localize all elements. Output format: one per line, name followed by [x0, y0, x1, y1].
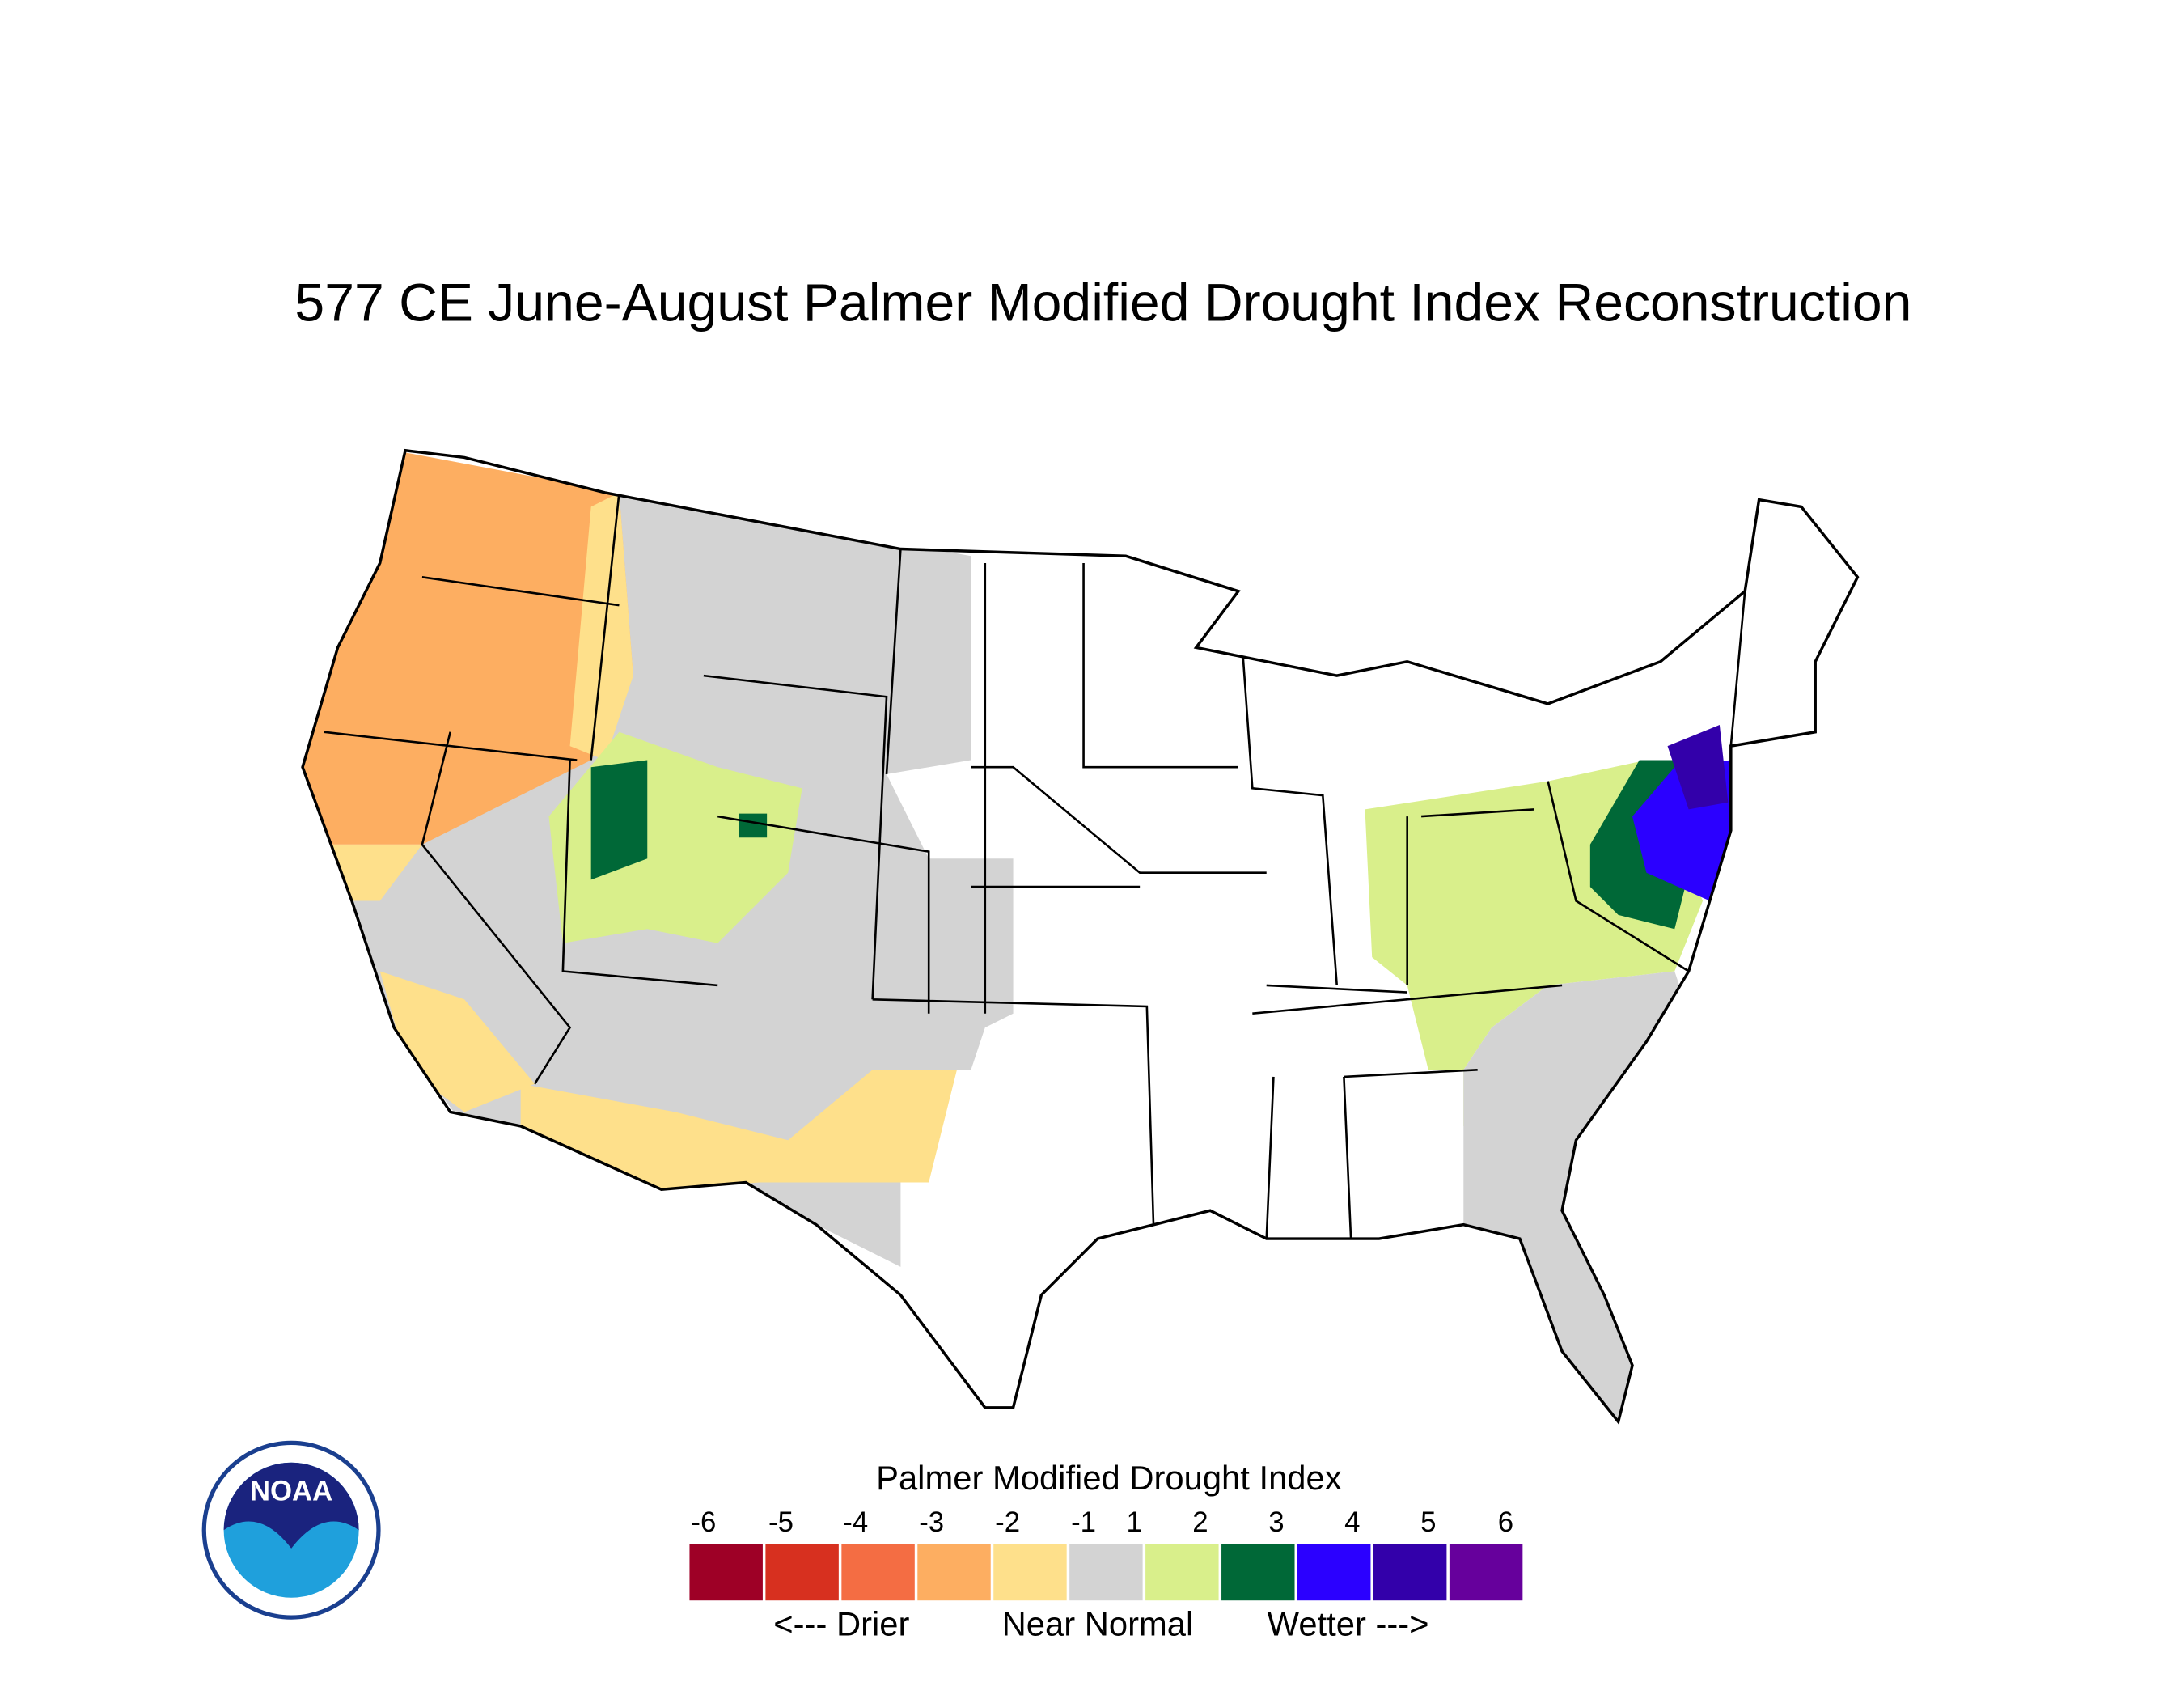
- legend-swatch: [841, 1544, 915, 1601]
- legend-swatch: [917, 1544, 991, 1601]
- legend-tick-label: -2: [995, 1507, 1020, 1538]
- legend-tick-label: 2: [1192, 1507, 1208, 1538]
- legend-tick-label: 5: [1420, 1507, 1436, 1538]
- map-title: 577 CE June-August Palmer Modified Droug…: [294, 273, 1911, 333]
- region-moderately-dry-sw: [379, 971, 957, 1190]
- us-outline: [301, 448, 1860, 1426]
- legend-swatch: [993, 1544, 1067, 1601]
- region-extremely-wet: [1667, 725, 1729, 810]
- legend-note: Wetter --->: [1268, 1605, 1429, 1643]
- legend-swatch: [1221, 1544, 1295, 1601]
- legend-tick-label: 4: [1344, 1507, 1360, 1538]
- logo-text: NOAA: [250, 1477, 332, 1507]
- region-near-normal-se: [1463, 971, 1689, 1422]
- logo-top: [223, 1462, 359, 1549]
- region-dry: [303, 450, 633, 845]
- us-map: [301, 448, 1860, 1426]
- index-regions: [303, 450, 1731, 1422]
- legend-tick-label: -4: [843, 1507, 868, 1538]
- legend-tick-label: 3: [1268, 1507, 1284, 1538]
- legend-swatch: [1297, 1544, 1371, 1601]
- noaa-logo: NOAA: [201, 1440, 381, 1620]
- legend-tick-label: -3: [919, 1507, 944, 1538]
- legend: -6 -5 -4 -3 -2 -1 1 2 3 4 5 6 <--- Drier Near Normal W…: [689, 1507, 1523, 1643]
- legend-note: <--- Drier: [773, 1605, 909, 1643]
- legend-tick-label: -5: [768, 1507, 794, 1538]
- legend-tick-label: -1: [1071, 1507, 1096, 1538]
- region-moderately-dry: [324, 492, 633, 901]
- legend-tick-label: -6: [691, 1507, 716, 1538]
- state-lines: [323, 492, 1746, 1239]
- legend-tick-label: 1: [1127, 1507, 1142, 1538]
- legend-tick-label: 6: [1498, 1507, 1513, 1538]
- legend-note: Near Normal: [1002, 1605, 1194, 1643]
- legend-swatch: [1145, 1544, 1219, 1601]
- legend-swatch: [1449, 1544, 1523, 1601]
- legend-title: Palmer Modified Drought Index: [876, 1459, 1342, 1497]
- legend-swatch: [1069, 1544, 1143, 1601]
- legend-swatch: [1373, 1544, 1447, 1601]
- region-wet-west: [590, 760, 768, 880]
- legend-swatch: [689, 1544, 763, 1601]
- legend-swatch: [765, 1544, 839, 1601]
